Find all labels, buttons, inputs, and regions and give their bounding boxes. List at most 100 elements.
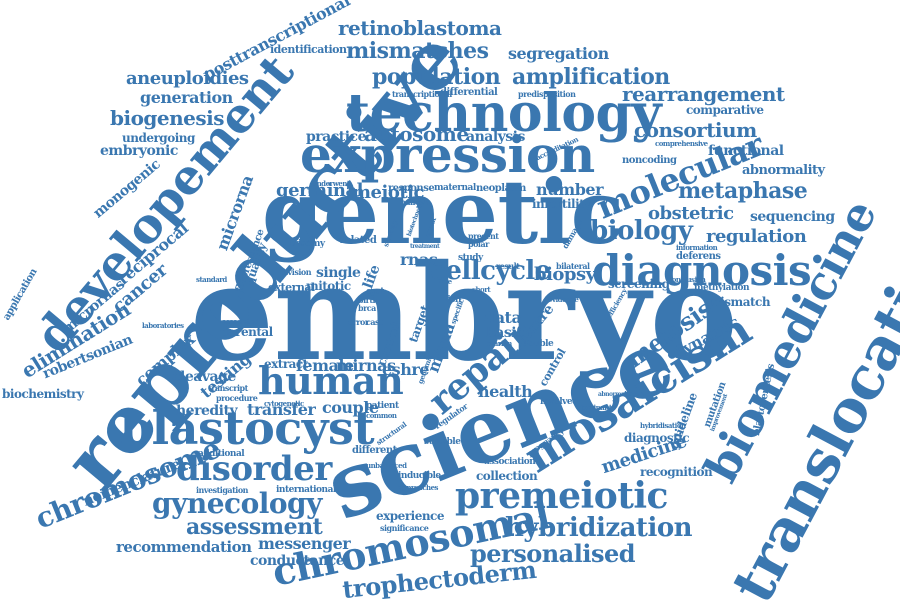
- word-treatment: treatment: [410, 243, 440, 250]
- word-bilateral: bilateral: [556, 261, 590, 271]
- word-differential: differential: [440, 87, 498, 98]
- word-functional: functional: [708, 143, 784, 159]
- word-associated: associated: [222, 317, 259, 326]
- word-parental: parental: [220, 325, 273, 339]
- word-mismatches: mismatches: [346, 38, 489, 64]
- word-error: error: [348, 317, 369, 327]
- word-comparative: comparative: [686, 103, 764, 117]
- word-rnas: rnas: [400, 250, 438, 269]
- word-cellcycle: cellcycle: [430, 256, 551, 286]
- word-evidence: evidence: [548, 295, 579, 304]
- word-amplification: amplification: [512, 64, 670, 90]
- word-brca: brca: [358, 303, 376, 313]
- word-association: association: [484, 457, 536, 467]
- word-fish: fish: [444, 295, 461, 305]
- word-information: information: [676, 243, 718, 252]
- word-related: related: [340, 235, 377, 246]
- word-suitable: suitable: [424, 437, 461, 447]
- word-expression: expression: [300, 125, 595, 184]
- word-genetic: genetic: [262, 160, 624, 264]
- word-retinoblastoma: retinoblastoma: [338, 16, 502, 40]
- word-noncoding: noncoding: [622, 155, 677, 166]
- word-procedure: procedure: [216, 393, 258, 403]
- word-meiotic: meiotic: [352, 182, 424, 203]
- word-collection: collection: [476, 469, 538, 483]
- word-different: different: [352, 445, 397, 456]
- word-laboratories: laboratories: [142, 321, 184, 330]
- word-result: result: [496, 261, 520, 271]
- word-autosome: autosome: [364, 122, 469, 146]
- word-cyst: cyst: [366, 287, 384, 297]
- word-cleavage: cleavage: [172, 369, 236, 385]
- word-mirnas: mirnas: [336, 356, 396, 375]
- word-metaphase: metaphase: [678, 178, 808, 204]
- word-identification: identification: [270, 43, 347, 56]
- word-inducible: inducible: [398, 471, 441, 481]
- word-common: common: [366, 411, 397, 420]
- word-dominant: dominant: [578, 403, 612, 412]
- word-underwent: underwent: [312, 179, 350, 188]
- word-comprehensive: comprehensive: [655, 139, 708, 148]
- word-biogenesis: biogenesis: [110, 106, 225, 130]
- word-abnormality: abnormality: [742, 163, 825, 178]
- word-screening: screening: [608, 277, 670, 291]
- word-segregation: segregation: [508, 44, 609, 63]
- word-sequencing: sequencing: [750, 209, 835, 225]
- word-diagnosis: diagnosis: [592, 246, 812, 295]
- word-double: double: [522, 339, 554, 349]
- word-transcriptional: transcriptional: [392, 89, 452, 99]
- word-generation: generation: [140, 88, 233, 107]
- word-blastocyst: blastocyst: [120, 401, 375, 455]
- word-division: division: [280, 267, 312, 277]
- word-biochemistry: biochemistry: [2, 387, 84, 401]
- word-biopsy: biopsy: [534, 264, 596, 285]
- word-recognition: recognition: [640, 465, 713, 479]
- word-practice: practice: [306, 129, 366, 145]
- word-disorder: disorder: [176, 449, 332, 489]
- word-regulation: regulation: [706, 226, 807, 247]
- word-mismatch: mismatch: [708, 295, 771, 309]
- word-approaches: approaches: [398, 483, 438, 492]
- word-technology: technology: [346, 83, 662, 144]
- word-consortium: consortium: [634, 118, 757, 142]
- word-present: present: [468, 231, 499, 241]
- word-single: single: [316, 265, 361, 281]
- word-methylation: methylation: [694, 283, 750, 293]
- word-messenger: messenger: [258, 534, 351, 553]
- word-embryonic: embryonic: [100, 143, 178, 159]
- word-couple: couple: [322, 398, 379, 417]
- word-birth: birth: [358, 295, 378, 305]
- word-investigation: investigation: [196, 485, 249, 495]
- word-infertility: infertility: [532, 197, 591, 211]
- word-conclusion: conclusion: [668, 275, 706, 284]
- word-germinal: germinal: [276, 180, 364, 201]
- word-cytogenetic: cytogenetic: [264, 399, 304, 408]
- word-transcript: transcript: [208, 383, 248, 393]
- word-trisomy: trisomy: [290, 239, 325, 249]
- word-rearrangement: rearrangement: [622, 82, 785, 106]
- word-unbalanced: unbalanced: [366, 461, 407, 470]
- word-recommendation: recommendation: [116, 538, 252, 556]
- word-short: short: [472, 285, 491, 294]
- word-conductance: conductance: [250, 553, 345, 569]
- word-involved: involved: [540, 397, 578, 407]
- word-experience: experience: [376, 509, 445, 523]
- word-undergoing: undergoing: [122, 131, 195, 145]
- word-maternal: maternal: [434, 183, 476, 193]
- word-hybridization: hybridization: [505, 513, 693, 543]
- word-ovarian: ovarian: [486, 339, 512, 348]
- word-female: female: [296, 356, 354, 375]
- word-study: study: [458, 253, 483, 263]
- word-additional: additional: [198, 449, 245, 459]
- word-standard: standard: [196, 275, 227, 284]
- word-polar: polar: [468, 239, 489, 249]
- word-hybridisation: hybridisation: [640, 421, 686, 430]
- word-external: external: [268, 281, 315, 294]
- word-response: response: [388, 183, 435, 194]
- word-mitotic: mitotic: [306, 279, 351, 293]
- word-free: free: [438, 277, 452, 286]
- word-case: case: [366, 317, 384, 327]
- word-analysis: analysis: [466, 129, 525, 145]
- word-health: health: [478, 382, 533, 401]
